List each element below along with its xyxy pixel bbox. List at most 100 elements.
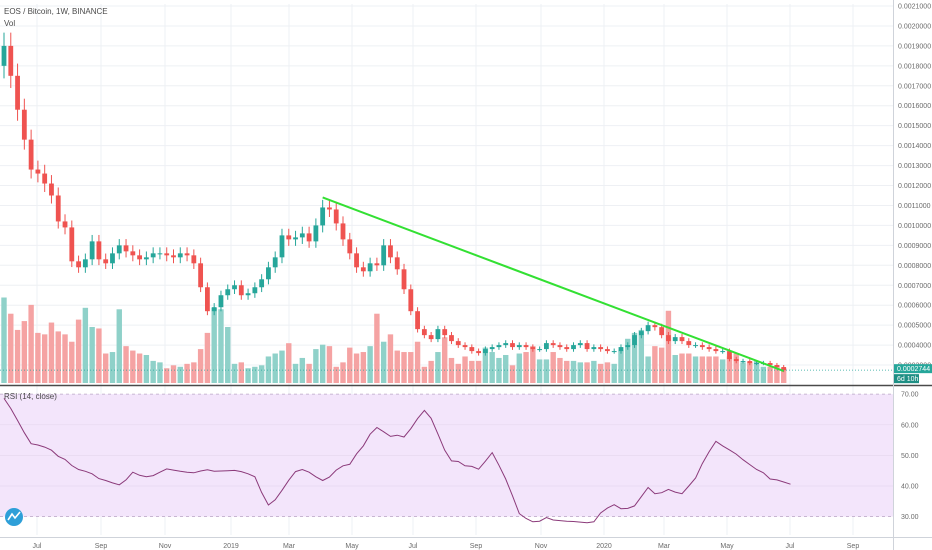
candle-body <box>42 173 48 184</box>
volume-bar <box>184 363 190 383</box>
volume-bar <box>69 341 75 383</box>
price-tick-label: 0.0012000 <box>898 183 931 190</box>
candle-body <box>245 293 251 296</box>
time-tick-label: 2019 <box>223 543 239 550</box>
candle-body <box>781 367 787 371</box>
candle-body <box>530 347 536 350</box>
candle-body <box>693 345 698 347</box>
price-badge-value: 0.0002744 <box>897 366 930 373</box>
volume-bar <box>557 357 563 383</box>
candle-body <box>544 343 549 350</box>
candle-body <box>706 347 712 350</box>
volume-bar <box>570 360 577 383</box>
volume-bar <box>489 352 495 383</box>
price-tick-label: 0.0021000 <box>898 3 931 10</box>
volume-bar <box>435 352 441 383</box>
symbol-title: EOS / Bitcoin, 1W, BINANCE <box>4 7 108 16</box>
candle-body <box>557 345 563 348</box>
candle-body <box>659 327 665 336</box>
countdown-badge-value: 6d 10h <box>897 376 919 383</box>
candle-body <box>388 245 393 258</box>
candle-body <box>8 45 14 76</box>
candle-body <box>28 139 34 170</box>
volume-bar <box>672 354 678 383</box>
volume-bar <box>62 334 68 383</box>
volume-bar <box>177 366 183 383</box>
time-tick-label: Sep <box>847 543 860 550</box>
price-tick-label: 0.0014000 <box>898 143 931 150</box>
candle-body <box>279 235 285 258</box>
candle-body <box>164 253 170 256</box>
volume-bar <box>584 362 590 383</box>
candle-body <box>605 349 610 352</box>
volume-bar <box>21 321 28 383</box>
volume-bar <box>448 357 455 383</box>
candle-body <box>421 329 427 336</box>
volume-bar <box>781 368 787 383</box>
price-badge <box>894 364 932 374</box>
volume-bar <box>299 357 306 383</box>
candle-body <box>442 329 448 336</box>
volume-bar <box>442 337 448 383</box>
volume-bar <box>245 368 251 383</box>
time-tick-label: May <box>345 543 359 550</box>
volume-bar <box>89 326 95 383</box>
candle-body <box>299 233 305 238</box>
candle-body <box>130 251 136 256</box>
price-tick-label: 0.0011000 <box>898 203 931 210</box>
volume-bar <box>204 332 211 383</box>
volume-bar <box>719 359 726 383</box>
candle-body <box>21 109 27 140</box>
volume-bar <box>231 363 238 383</box>
volume-bar <box>123 346 129 383</box>
volume-bar <box>48 322 55 383</box>
price-tick-label: 0.0017000 <box>898 83 931 90</box>
volume-bar <box>218 309 224 383</box>
candle-body <box>496 345 502 348</box>
volume-bar <box>55 331 61 383</box>
candle-body <box>266 267 271 280</box>
candle-body <box>137 255 142 260</box>
candle-body <box>455 341 461 346</box>
candle-body <box>489 347 495 350</box>
candle-body <box>347 239 353 254</box>
price-tick-label: 0.0020000 <box>898 23 931 30</box>
volume-bar <box>35 332 41 383</box>
volume-bar <box>475 360 482 383</box>
candle-body <box>449 335 454 342</box>
volume-bar <box>374 313 380 383</box>
candle-body <box>103 259 109 264</box>
volume-bar <box>577 362 583 383</box>
candle-body <box>76 261 81 268</box>
volume-bar <box>347 347 353 383</box>
candle-body <box>733 359 739 362</box>
volume-bar <box>706 356 712 383</box>
candle-body <box>143 257 149 260</box>
candle-body <box>340 223 346 240</box>
volume-bar <box>292 363 299 383</box>
rsi-label: RSI (14, close) <box>4 392 57 401</box>
candle-body <box>408 289 414 312</box>
rsi-tick-label: 70.00 <box>901 392 919 399</box>
price-tick-label: 0.0007000 <box>898 283 931 290</box>
price-tick-label: 0.0013000 <box>898 163 931 170</box>
candle-body <box>191 255 197 264</box>
price-tick-label: 0.0019000 <box>898 43 931 50</box>
price-tick-label: 0.0009000 <box>898 243 931 250</box>
candle-body <box>666 335 671 342</box>
candle-body <box>177 253 183 258</box>
candle-body <box>259 279 265 288</box>
volume-bar <box>103 353 109 383</box>
volume-bar <box>380 341 387 383</box>
time-tick-label: Jul <box>33 543 42 550</box>
volume-bar <box>265 356 272 383</box>
candle-body <box>415 311 420 330</box>
candle-body <box>123 245 129 252</box>
time-tick-label: Jul <box>786 543 795 550</box>
candle-body <box>252 287 258 294</box>
time-tick-label: 2020 <box>596 543 612 550</box>
volume-bar <box>14 329 21 383</box>
rsi-tick-label: 40.00 <box>901 484 919 491</box>
rsi-tick-label: 50.00 <box>901 453 919 460</box>
